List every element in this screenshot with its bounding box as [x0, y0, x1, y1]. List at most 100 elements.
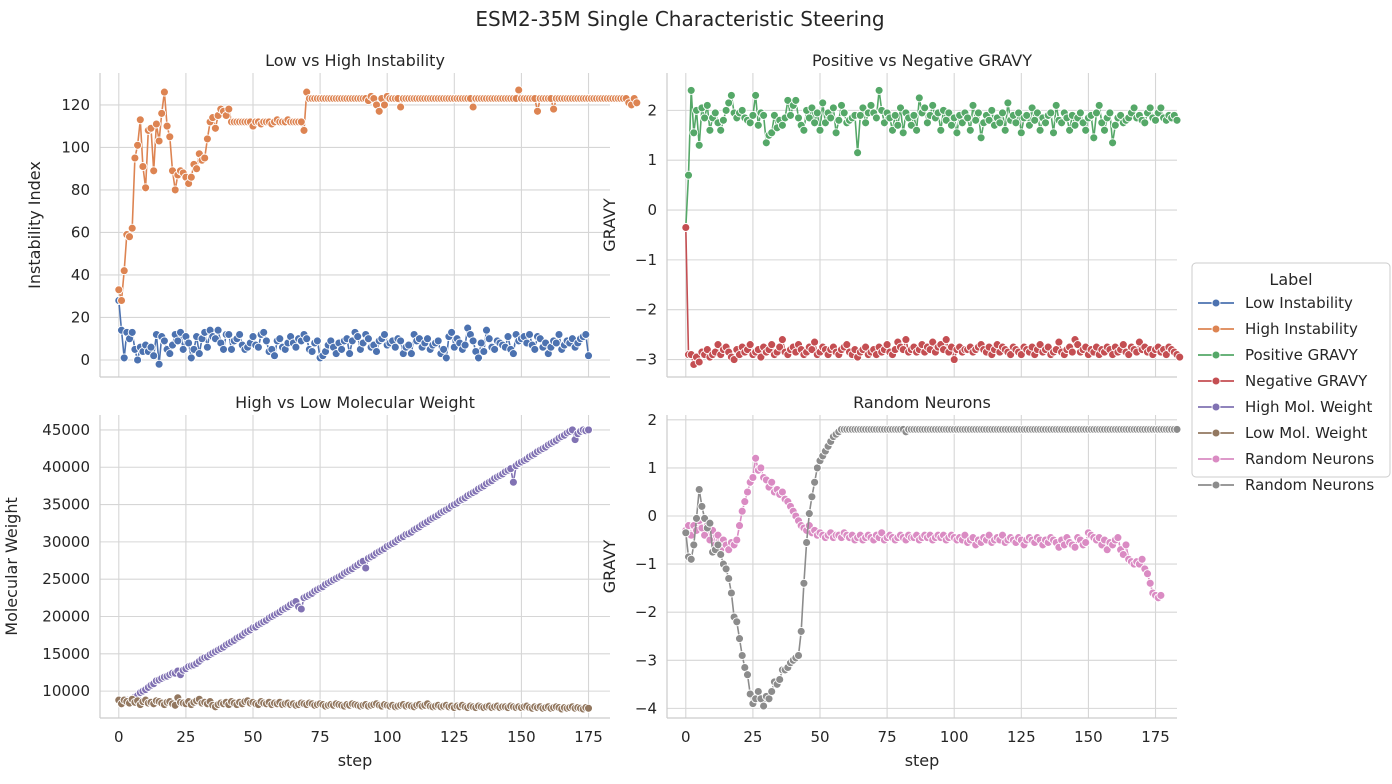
data-point — [433, 336, 443, 346]
data-point — [1027, 103, 1037, 113]
x-tick-label: 125 — [1007, 728, 1036, 746]
y-tick-label: 45000 — [42, 421, 90, 439]
data-point — [490, 344, 500, 354]
legend-marker — [1211, 402, 1221, 412]
data-point — [1046, 108, 1056, 118]
y-tick-label: 60 — [71, 223, 90, 241]
legend-label: Positive GRAVY — [1245, 346, 1359, 364]
data-point — [1067, 347, 1077, 357]
data-point — [1140, 118, 1150, 128]
data-point — [353, 332, 363, 342]
data-point — [162, 121, 172, 131]
data-point — [474, 353, 483, 363]
data-point — [141, 183, 151, 193]
data-point — [133, 355, 143, 365]
data-point — [716, 125, 726, 135]
data-point — [159, 87, 169, 97]
data-point — [133, 140, 143, 150]
data-point — [554, 330, 564, 339]
data-point — [767, 340, 777, 350]
data-point — [372, 347, 381, 356]
data-point — [713, 340, 723, 350]
data-point — [952, 128, 962, 138]
data-point — [861, 118, 871, 128]
y-tick-label: −3 — [635, 651, 657, 669]
y-tick-label: −2 — [635, 603, 657, 621]
data-point — [684, 170, 693, 180]
data-point — [1156, 103, 1166, 113]
data-point — [482, 325, 491, 335]
data-point — [689, 540, 699, 550]
data-point — [702, 100, 712, 110]
data-point — [479, 347, 489, 356]
data-point — [855, 110, 865, 120]
x-tick-label: 25 — [176, 728, 195, 746]
data-point — [1041, 118, 1050, 128]
data-point — [1051, 100, 1061, 110]
data-point — [812, 108, 822, 118]
data-point — [125, 232, 134, 242]
data-point — [694, 140, 704, 150]
data-point — [186, 353, 196, 363]
series-1 — [681, 85, 1182, 232]
subplot-4: −4 −3 −2 −1 0 1 2 0 25 50 75 100 125 150 175 Random Neu… — [600, 393, 1182, 770]
y-tick-label: 30000 — [42, 533, 90, 551]
data-point — [721, 105, 731, 115]
data-point — [1070, 542, 1080, 552]
data-point — [1156, 590, 1166, 600]
data-point — [987, 105, 997, 115]
data-point — [922, 118, 932, 128]
x-tick-label: 175 — [574, 728, 603, 746]
data-point — [984, 115, 994, 125]
data-point — [802, 538, 812, 547]
data-point — [786, 110, 795, 120]
data-point — [866, 100, 876, 110]
y-axis-label: GRAVY — [600, 198, 619, 252]
y-tick-label: 35000 — [42, 496, 90, 514]
data-point — [224, 330, 234, 339]
data-point — [253, 342, 263, 352]
data-point — [759, 701, 769, 711]
data-point — [681, 528, 691, 538]
data-point — [439, 344, 449, 354]
data-point — [178, 344, 188, 354]
legend-label: High Instability — [1245, 320, 1358, 338]
data-point — [799, 578, 809, 588]
data-point — [584, 703, 593, 713]
data-point — [705, 518, 715, 528]
x-tick-label: 25 — [743, 728, 762, 746]
data-point — [767, 128, 777, 138]
subplot-2: −3 −2 −1 0 1 2 Positive vs Negative GRAVY GRAVY — [600, 51, 1185, 378]
data-point — [1000, 125, 1010, 135]
subplot-title: Positive vs Negative GRAVY — [812, 51, 1032, 70]
data-point — [184, 338, 194, 348]
data-point — [447, 327, 457, 337]
data-point — [1172, 424, 1182, 434]
data-point — [1054, 337, 1064, 347]
data-point — [737, 506, 747, 516]
data-point — [157, 108, 167, 118]
y-tick-label: 25000 — [42, 570, 90, 588]
data-point — [794, 651, 803, 660]
legend-frame — [1191, 262, 1391, 478]
data-point — [1108, 138, 1118, 148]
data-point — [748, 110, 758, 120]
data-point — [441, 353, 451, 363]
data-point — [151, 119, 161, 129]
series-1 — [114, 296, 593, 369]
y-tick-label: −4 — [635, 699, 657, 717]
figure-title: ESM2-35M Single Characteristic Steering — [475, 7, 884, 31]
data-point — [1032, 108, 1042, 118]
y-tick-label: 1 — [647, 151, 657, 169]
data-point — [1100, 125, 1109, 135]
data-point — [767, 477, 777, 487]
data-point — [396, 102, 406, 112]
legend-label: High Mol. Weight — [1245, 398, 1372, 416]
data-point — [1022, 110, 1032, 120]
x-tick-label: 125 — [440, 728, 469, 746]
legend-marker — [1211, 454, 1221, 464]
y-tick-label: 2 — [647, 411, 657, 429]
data-point — [705, 125, 715, 135]
